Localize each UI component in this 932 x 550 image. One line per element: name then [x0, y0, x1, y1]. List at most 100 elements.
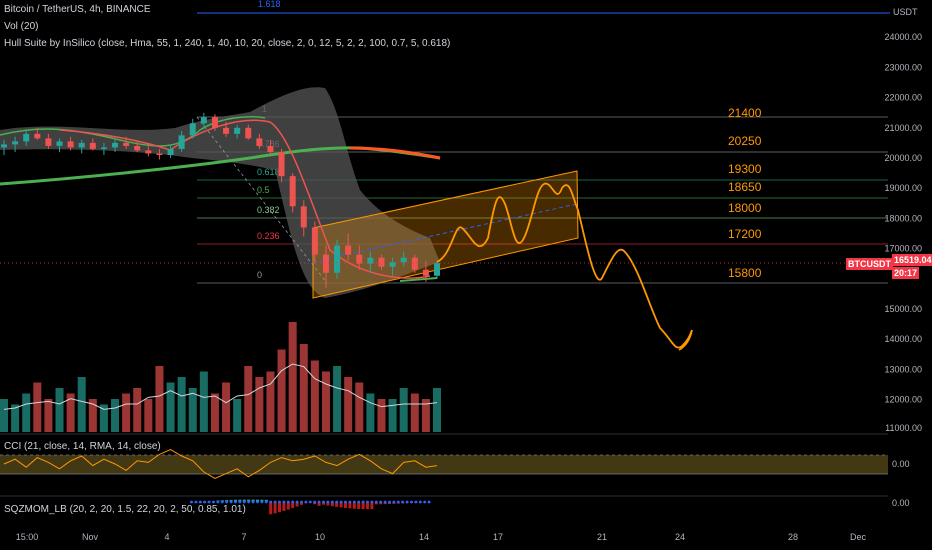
sqz-bar [282, 502, 286, 511]
sqz-dot [401, 500, 405, 504]
sqz-bar [335, 502, 339, 507]
sqz-dot [247, 500, 251, 504]
sqz-zero-label: 0.00 [892, 498, 910, 508]
candle-body [34, 133, 41, 139]
sqz-dot [225, 500, 229, 504]
sqz-dot [273, 500, 277, 504]
candle-body [189, 123, 196, 136]
time-axis-label: 21 [597, 532, 607, 542]
sqz-dot [282, 500, 286, 504]
fib-ratio-label: 0.236 [257, 231, 280, 241]
sqz-dot [260, 500, 264, 504]
fib-ratio-label: 0.5 [257, 185, 270, 195]
sqz-legend: SQZMOM_LB (20, 2, 20, 1.5, 22, 20, 2, 50… [4, 504, 246, 515]
candle-body [389, 262, 396, 267]
candle-body [178, 135, 185, 149]
price-axis-label: 24000.00 [884, 32, 922, 42]
candle-body [256, 138, 263, 146]
sqz-dot [317, 500, 321, 504]
price-axis-label: 11000.00 [885, 423, 922, 433]
time-axis-label: 14 [419, 532, 429, 542]
candle-body [167, 148, 174, 155]
sqz-dot [374, 500, 378, 504]
volume-bar [166, 382, 175, 432]
candle-body [434, 263, 440, 276]
candle-body [12, 141, 19, 145]
sqz-dot [278, 500, 281, 504]
volume-bar [55, 388, 64, 432]
volume-bar [0, 399, 8, 432]
candle-body [200, 117, 207, 124]
volume-bar [277, 349, 286, 432]
volume-bar [133, 388, 142, 432]
fib-ratio-label: 0.382 [257, 205, 280, 215]
volume-bar [377, 399, 386, 432]
fib-trend-line [196, 116, 328, 284]
cci-line [3, 449, 438, 479]
sqz-dot [392, 500, 396, 504]
currency-label: USDT [893, 7, 918, 17]
symbol-badge: BTCUSDT [846, 258, 893, 270]
sqz-dot [344, 500, 347, 504]
sqz-dot [291, 500, 295, 504]
fib-price-label: 19300 [728, 162, 762, 176]
candle-body [56, 141, 63, 146]
volume-bar [421, 399, 430, 432]
volume-bar [255, 377, 264, 432]
sqz-dot [335, 500, 339, 504]
volume-bar [266, 371, 275, 432]
sqz-dot [286, 500, 290, 504]
volume-bar [77, 377, 86, 432]
candle-body [78, 142, 85, 148]
sqz-dot [423, 500, 427, 504]
sqz-dot [414, 500, 418, 504]
volume-bar [433, 388, 441, 432]
sqz-bar [366, 502, 369, 510]
cci-zero-label: 0.00 [892, 459, 910, 469]
candle-body [223, 127, 230, 134]
candle-body [267, 145, 274, 152]
volume-bar [355, 382, 364, 432]
time-axis-label: Nov [82, 532, 99, 542]
sqz-dot [379, 500, 383, 504]
price-axis-label: 18000.00 [884, 213, 922, 223]
sqz-dot [229, 500, 233, 504]
sqz-bar [339, 502, 343, 508]
sqz-bar [357, 502, 361, 509]
candle-body [145, 150, 152, 154]
sqz-dot [203, 500, 207, 504]
time-axis-label: Dec [850, 532, 867, 542]
volume-bar [177, 377, 186, 432]
sqz-dot [410, 500, 413, 504]
volume-bar [33, 382, 42, 432]
sqz-dot [216, 500, 220, 504]
sqz-dot [388, 500, 391, 504]
sqz-bar [361, 502, 365, 510]
candle-body [400, 257, 407, 263]
candle-body [322, 254, 329, 273]
sqz-dot [322, 500, 325, 504]
sqz-dot [300, 500, 303, 504]
sqz-dot [295, 500, 299, 504]
candle-body [334, 245, 341, 273]
volume-bar [288, 322, 297, 432]
fib-price-label: 17200 [728, 227, 762, 241]
sqz-dot [427, 500, 431, 504]
volume-bar [233, 399, 242, 432]
fib-price-label: 15800 [728, 266, 762, 280]
sqz-bar [300, 502, 303, 505]
sqz-dot [396, 500, 400, 504]
candle-body [411, 257, 418, 270]
fib-price-label: 21400 [728, 106, 762, 120]
fib-ratio-label: 0.618 [257, 167, 280, 177]
sqz-dot [405, 500, 409, 504]
time-axis-label: 15:00 [16, 532, 39, 542]
fib-price-label: 18000 [728, 201, 762, 215]
candle-body [234, 127, 241, 134]
sqz-dot [313, 500, 317, 504]
cci-legend: CCI (21, close, 14, RMA, 14, close) [4, 441, 161, 452]
volume-bar [321, 371, 330, 432]
candle-body [89, 142, 96, 149]
countdown-badge: 20:17 [892, 267, 920, 279]
